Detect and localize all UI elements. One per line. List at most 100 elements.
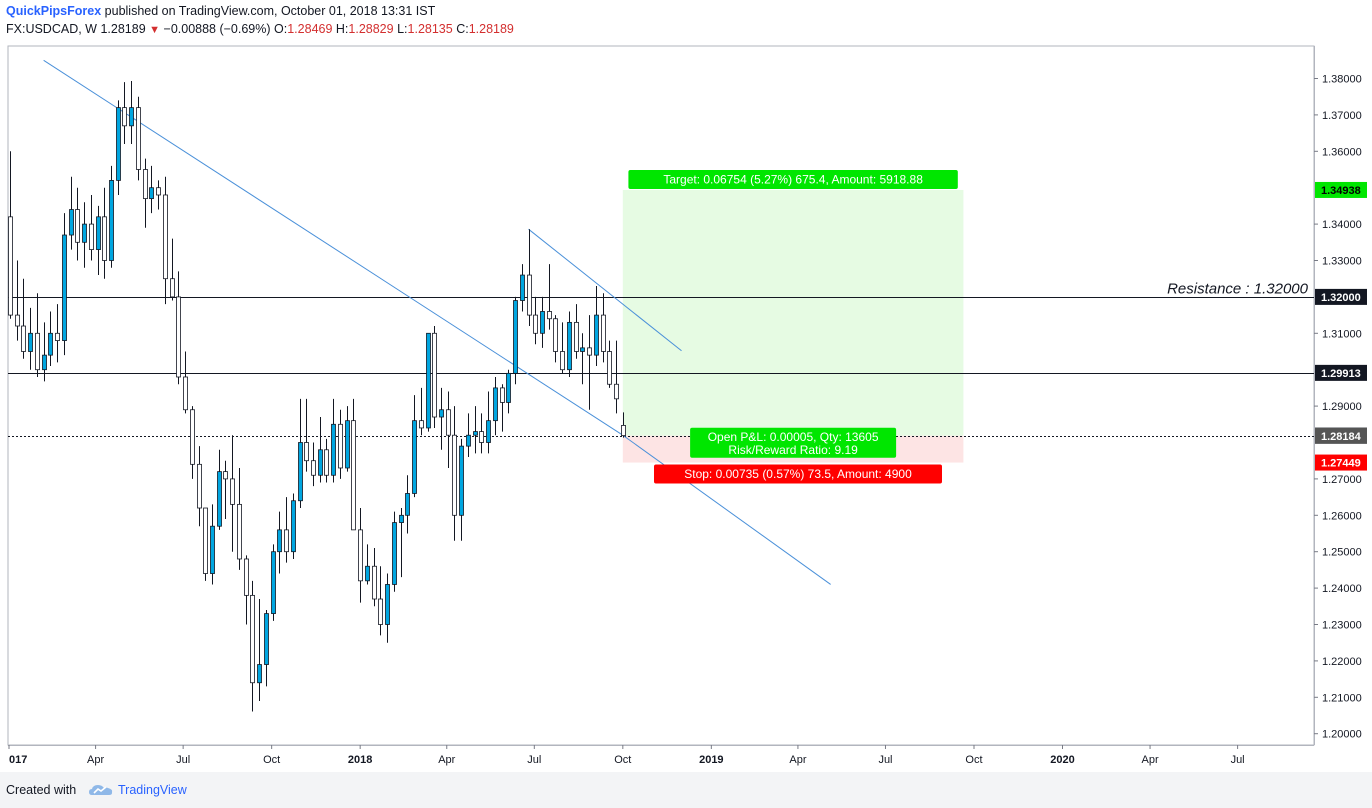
candle-body [264, 613, 269, 665]
candle-body [176, 296, 181, 378]
candle [594, 285, 599, 367]
candle [69, 176, 74, 250]
candle-body [244, 558, 249, 596]
svg-text:1.32000: 1.32000 [1321, 292, 1361, 304]
candle-body [432, 332, 437, 418]
candle [35, 293, 40, 377]
price-tick-label: 1.25000 [1322, 547, 1362, 559]
candle-body [129, 107, 134, 127]
time-tick-label: 2019 [699, 754, 723, 766]
candle [223, 460, 228, 519]
candle-body [520, 274, 525, 301]
candle-body [594, 314, 599, 356]
candle-body [324, 449, 329, 476]
candle [264, 609, 269, 687]
target-label: Target: 0.06754 (5.27%) 675.4, Amount: 5… [628, 169, 958, 189]
candle [567, 311, 572, 377]
open-pnl-label: Open P&L: 0.00005, Qty: 13605Risk/Reward… [690, 427, 897, 458]
candle-body [304, 442, 309, 462]
candle-body [358, 529, 363, 582]
time-tick-label: Apr [1141, 754, 1158, 766]
candle [520, 264, 525, 312]
published-text: published on TradingView.com, October 01… [104, 4, 436, 18]
candle-body [426, 332, 431, 429]
price-axis-label: 1.34938 [1315, 181, 1367, 198]
candle [257, 599, 262, 701]
author-name[interactable]: QuickPipsForex [6, 4, 102, 18]
candle-body [540, 311, 545, 334]
candle-body [223, 471, 228, 480]
price-axis-label: 1.28184 [1315, 427, 1367, 444]
candle-body [271, 551, 276, 614]
candle-body [143, 169, 148, 200]
candle [527, 229, 532, 327]
svg-text:1.34938: 1.34938 [1321, 185, 1361, 197]
candle-body [55, 332, 60, 341]
candle [358, 508, 363, 603]
candle-body [486, 420, 491, 443]
svg-text:Target: 0.06754 (5.27%) 675.4,: Target: 0.06754 (5.27%) 675.4, Amount: 5… [663, 172, 923, 186]
time-tick-label: Jul [176, 754, 190, 766]
candle-body [466, 434, 471, 447]
candle [15, 260, 20, 341]
candle-body [560, 351, 565, 371]
candle-body [365, 565, 370, 582]
candle [378, 566, 383, 636]
time-tick-label: 017 [9, 754, 27, 766]
time-tick-label: Jul [1231, 754, 1245, 766]
candle-body [405, 493, 410, 516]
candle-body [399, 514, 404, 523]
candle-body [345, 420, 350, 469]
candle [540, 296, 545, 348]
candle-body [217, 471, 222, 527]
candle-body [284, 529, 289, 553]
candle [452, 406, 457, 541]
candle [587, 315, 592, 410]
candle [580, 333, 585, 385]
price-chart[interactable]: Resistance : 1.32000 Target: 0.06754 (5.2… [0, 42, 1372, 772]
open-pnl-text: Open P&L: 0.00005, Qty: 13605 [708, 430, 879, 444]
candle-body [149, 187, 154, 200]
price-tick-label: 1.27000 [1322, 474, 1362, 486]
trendline [528, 228, 682, 352]
candle-body [35, 332, 40, 371]
candle [500, 384, 505, 432]
candle-body [197, 463, 202, 509]
candle-body [500, 387, 505, 403]
candle [513, 296, 518, 385]
candle [170, 238, 175, 301]
price-tick-label: 1.36000 [1322, 146, 1362, 158]
candle [304, 398, 309, 472]
candle-body [102, 216, 107, 261]
candle-body [607, 351, 612, 385]
candle [419, 387, 424, 436]
candle [109, 165, 114, 268]
candle-body [62, 234, 67, 341]
candle-body [311, 460, 316, 476]
resistance-label: Resistance : 1.32000 [1167, 281, 1309, 298]
candle [82, 202, 87, 268]
candle [399, 508, 404, 578]
high-label: H: [335, 22, 349, 36]
price-tick-label: 1.20000 [1322, 729, 1362, 741]
candle-body [351, 420, 356, 531]
candle [318, 417, 323, 483]
candle-body [452, 434, 457, 516]
candle-body [156, 187, 161, 196]
candle [48, 311, 53, 367]
candle [412, 395, 417, 498]
candle [466, 413, 471, 458]
price-tick-label: 1.33000 [1322, 256, 1362, 268]
close-value: 1.28189 [468, 22, 514, 36]
tradingview-link[interactable]: TradingView [118, 783, 187, 797]
candle-body [439, 409, 444, 418]
price-axis-label: 1.27449 [1315, 454, 1367, 471]
candle-body [28, 332, 33, 352]
stop-label: Stop: 0.00735 (0.57%) 73.5, Amount: 4900 [654, 464, 942, 484]
time-tick-label: 2018 [348, 754, 372, 766]
price-tick-label: 1.24000 [1322, 583, 1362, 595]
candle [8, 151, 13, 319]
publish-line: QuickPipsForex published on TradingView.… [6, 4, 435, 18]
candle [385, 573, 390, 643]
candle [116, 100, 121, 195]
